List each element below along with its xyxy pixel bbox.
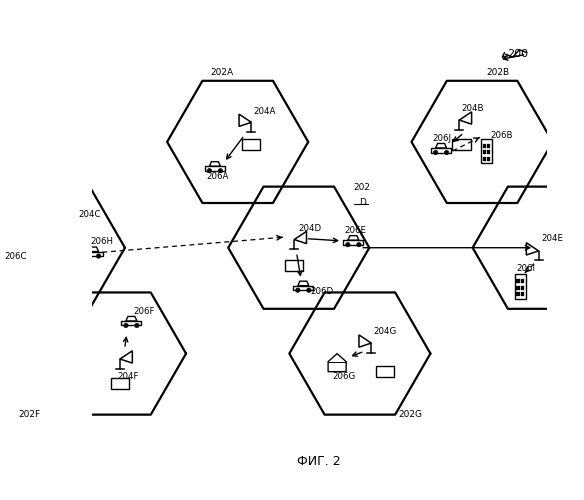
Bar	[481, 138, 492, 164]
Bar	[559, 260, 578, 272]
Text: 206H: 206H	[91, 238, 114, 246]
Text: 202A: 202A	[210, 68, 233, 77]
Circle shape	[296, 288, 300, 292]
Text: 202: 202	[354, 182, 371, 192]
Bar	[516, 279, 520, 283]
Bar	[482, 144, 486, 148]
Text: 206J: 206J	[432, 134, 451, 143]
Bar	[516, 292, 520, 296]
Circle shape	[85, 254, 90, 258]
Circle shape	[346, 242, 350, 247]
Text: 204B: 204B	[461, 104, 484, 113]
Text: 206D: 206D	[310, 286, 333, 296]
Bar	[521, 286, 524, 290]
Polygon shape	[228, 186, 369, 309]
Bar	[515, 274, 526, 298]
Bar	[487, 156, 491, 161]
Circle shape	[307, 288, 311, 292]
Polygon shape	[45, 292, 186, 414]
Circle shape	[124, 324, 128, 328]
Circle shape	[444, 150, 449, 154]
Bar	[54, 244, 72, 256]
Circle shape	[357, 242, 361, 247]
Text: 206E: 206E	[345, 226, 366, 235]
Bar	[482, 150, 486, 154]
Text: 206G: 206G	[332, 372, 356, 381]
Bar	[521, 279, 524, 283]
Text: 206A: 206A	[207, 172, 229, 180]
Text: 204F: 204F	[118, 372, 139, 381]
Circle shape	[96, 254, 101, 258]
Polygon shape	[289, 292, 430, 414]
Bar	[453, 138, 471, 149]
Text: 204C: 204C	[78, 210, 100, 219]
Text: 200: 200	[507, 50, 529, 59]
Bar	[487, 150, 491, 154]
Text: D: D	[359, 198, 366, 207]
Text: 204E: 204E	[541, 234, 563, 243]
Text: 206F: 206F	[134, 307, 155, 316]
Polygon shape	[472, 186, 584, 309]
Bar	[516, 286, 520, 290]
Text: 202G: 202G	[398, 410, 423, 420]
Text: 206B: 206B	[490, 130, 513, 140]
Bar	[376, 366, 394, 377]
Circle shape	[433, 150, 438, 154]
Bar	[111, 378, 129, 388]
Circle shape	[135, 324, 139, 328]
Polygon shape	[167, 81, 308, 203]
Text: 204G: 204G	[374, 328, 397, 336]
Text: 202F: 202F	[18, 410, 40, 420]
Bar	[482, 156, 486, 161]
Text: 206C: 206C	[4, 252, 27, 262]
Bar	[242, 138, 260, 149]
Text: 202B: 202B	[486, 68, 510, 77]
Text: 204A: 204A	[253, 106, 276, 116]
Text: 206I: 206I	[517, 264, 536, 273]
Polygon shape	[412, 81, 552, 203]
Bar	[521, 292, 524, 296]
Circle shape	[218, 168, 223, 173]
Polygon shape	[0, 186, 125, 309]
Text: 204D: 204D	[299, 224, 322, 232]
Bar	[487, 144, 491, 148]
Text: ФИГ. 2: ФИГ. 2	[297, 454, 341, 468]
Bar	[285, 260, 303, 272]
Circle shape	[207, 168, 211, 173]
